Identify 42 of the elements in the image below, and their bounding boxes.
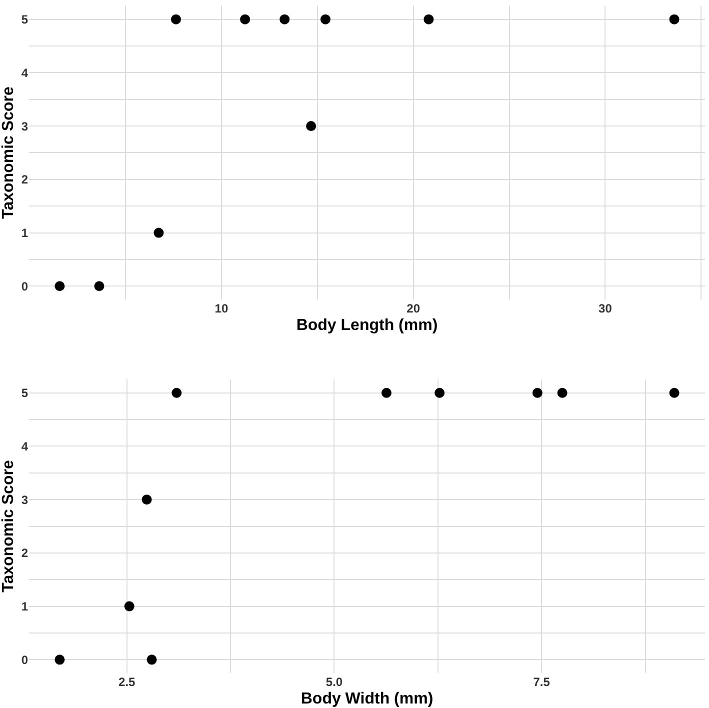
y-tick-label: 3 bbox=[21, 492, 28, 507]
point bbox=[320, 14, 330, 24]
y-tick-label: 2 bbox=[21, 172, 28, 187]
y-tick-label: 5 bbox=[21, 12, 28, 27]
point bbox=[124, 601, 134, 612]
y-tick-label: 4 bbox=[21, 439, 28, 454]
point bbox=[306, 121, 316, 132]
y-axis-title: Taxonomic Score bbox=[0, 460, 17, 592]
y-tick-label: 0 bbox=[21, 652, 28, 667]
point bbox=[54, 654, 65, 665]
point bbox=[280, 14, 290, 24]
point bbox=[532, 388, 542, 398]
point bbox=[146, 654, 157, 665]
x-tick-label: 20 bbox=[406, 301, 420, 316]
y-axis-title: Taxonomic Score bbox=[0, 86, 17, 219]
x-tick-label: 10 bbox=[214, 301, 228, 316]
point bbox=[172, 388, 182, 398]
x-axis-title: Body Length (mm) bbox=[296, 317, 438, 334]
point bbox=[170, 14, 181, 24]
point bbox=[669, 388, 680, 398]
point bbox=[142, 494, 152, 505]
point bbox=[434, 388, 445, 398]
point bbox=[94, 281, 104, 292]
y-tick-label: 0 bbox=[21, 279, 28, 294]
x-tick-label: 2.5 bbox=[118, 675, 136, 689]
y-tick-label: 1 bbox=[21, 226, 28, 240]
y-tick-label: 1 bbox=[21, 600, 28, 614]
x-tick-label: 30 bbox=[598, 301, 612, 316]
point bbox=[54, 281, 65, 292]
point bbox=[154, 228, 164, 238]
x-axis-title: Body Width (mm) bbox=[300, 690, 434, 708]
x-tick-label: 7.5 bbox=[533, 675, 550, 689]
point bbox=[557, 388, 568, 398]
point bbox=[424, 14, 434, 24]
x-tick-label: 5.0 bbox=[326, 675, 343, 689]
point bbox=[381, 388, 392, 398]
y-tick-label: 2 bbox=[21, 546, 28, 560]
point bbox=[669, 14, 680, 24]
point bbox=[240, 14, 250, 24]
y-tick-label: 4 bbox=[21, 66, 28, 80]
y-tick-label: 3 bbox=[21, 119, 28, 134]
y-tick-label: 5 bbox=[21, 386, 28, 400]
